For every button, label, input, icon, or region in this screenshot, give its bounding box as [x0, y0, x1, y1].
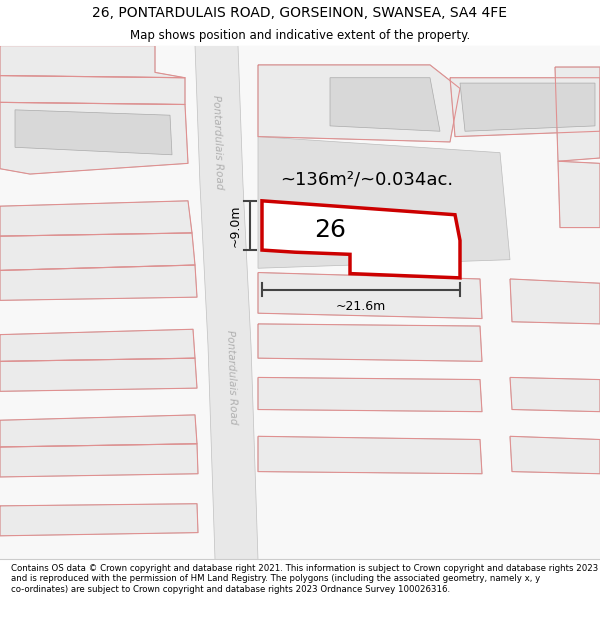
Text: ~9.0m: ~9.0m [229, 204, 242, 247]
Text: 26: 26 [314, 217, 346, 242]
Text: Contains OS data © Crown copyright and database right 2021. This information is : Contains OS data © Crown copyright and d… [11, 564, 598, 594]
Polygon shape [0, 201, 192, 236]
Polygon shape [450, 78, 600, 137]
Polygon shape [0, 265, 197, 301]
Text: ~21.6m: ~21.6m [336, 301, 386, 313]
Polygon shape [0, 444, 198, 477]
Text: Pontardulais Road: Pontardulais Road [226, 330, 239, 425]
Polygon shape [510, 378, 600, 412]
Polygon shape [0, 233, 195, 271]
Polygon shape [555, 67, 600, 161]
Polygon shape [0, 415, 197, 447]
Polygon shape [460, 83, 595, 131]
Polygon shape [330, 78, 440, 131]
Polygon shape [258, 272, 482, 319]
Polygon shape [262, 201, 460, 278]
Polygon shape [558, 161, 600, 228]
Polygon shape [0, 76, 185, 104]
Polygon shape [0, 358, 197, 391]
Polygon shape [0, 504, 198, 536]
Polygon shape [15, 110, 172, 155]
Polygon shape [258, 65, 460, 142]
Polygon shape [0, 46, 185, 78]
Polygon shape [258, 378, 482, 412]
Text: Map shows position and indicative extent of the property.: Map shows position and indicative extent… [130, 29, 470, 42]
Text: ~136m²/~0.034ac.: ~136m²/~0.034ac. [280, 171, 453, 188]
Polygon shape [258, 137, 510, 268]
Polygon shape [0, 329, 195, 361]
Polygon shape [258, 436, 482, 474]
Polygon shape [510, 279, 600, 324]
Polygon shape [510, 436, 600, 474]
Polygon shape [195, 46, 258, 559]
Text: 26, PONTARDULAIS ROAD, GORSEINON, SWANSEA, SA4 4FE: 26, PONTARDULAIS ROAD, GORSEINON, SWANSE… [92, 6, 508, 20]
Text: Pontardulais Road: Pontardulais Road [211, 94, 224, 189]
Polygon shape [0, 102, 188, 174]
Polygon shape [258, 324, 482, 361]
